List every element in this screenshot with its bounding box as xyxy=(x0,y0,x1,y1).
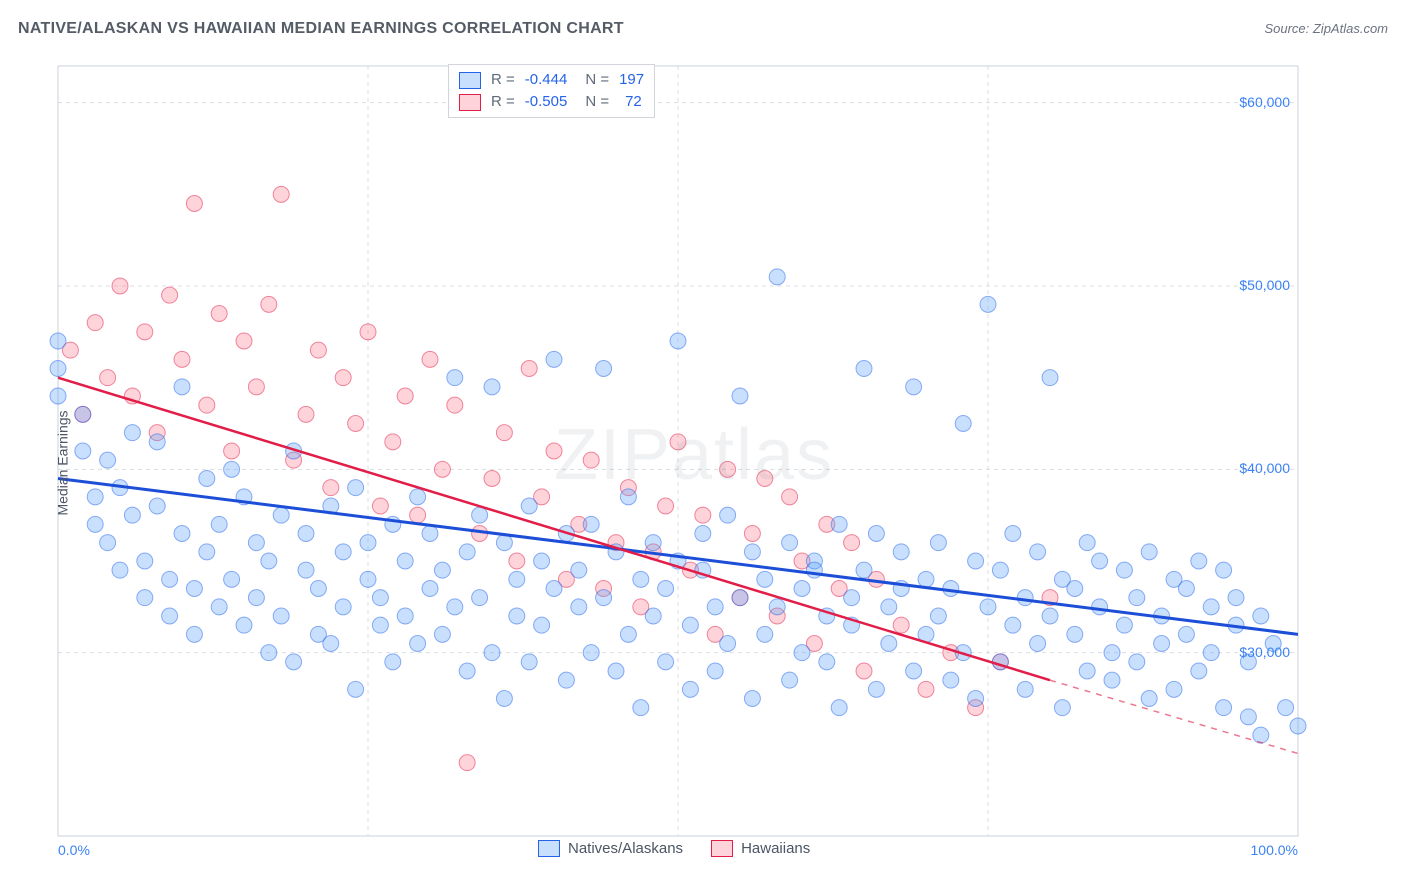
n-label: N = xyxy=(585,69,609,91)
source-credit: Source: ZipAtlas.com xyxy=(1264,21,1388,36)
y-tick-label: $60,000 xyxy=(1239,94,1290,110)
y-tick-label: $30,000 xyxy=(1239,644,1290,660)
swatch-hawaiians-icon xyxy=(459,94,481,111)
r-label: R = xyxy=(491,91,515,113)
r-value-hawaiians: -0.505 xyxy=(525,91,568,113)
chart-title: NATIVE/ALASKAN VS HAWAIIAN MEDIAN EARNIN… xyxy=(18,20,624,38)
r-value-natives: -0.444 xyxy=(525,69,568,91)
n-label: N = xyxy=(585,91,609,113)
legend-row-natives: R = -0.444 N = 197 xyxy=(459,69,644,91)
correlation-legend: R = -0.444 N = 197 R = -0.505 N = 72 xyxy=(448,64,655,118)
swatch-natives-icon xyxy=(459,72,481,89)
legend-item-natives: Natives/Alaskans xyxy=(538,840,683,857)
legend-row-hawaiians: R = -0.505 N = 72 xyxy=(459,91,644,113)
y-tick-label: $40,000 xyxy=(1239,460,1290,476)
series-label-hawaiians: Hawaiians xyxy=(741,840,810,857)
r-label: R = xyxy=(491,69,515,91)
series-legend: Natives/Alaskans Hawaiians xyxy=(538,840,810,857)
legend-item-hawaiians: Hawaiians xyxy=(711,840,810,857)
n-value-natives: 197 xyxy=(619,69,644,91)
chart-container: Median Earnings ZIPatlas R = -0.444 N = … xyxy=(18,56,1388,870)
y-axis-label: Median Earnings xyxy=(55,410,71,515)
swatch-hawaiians-icon xyxy=(711,840,733,857)
n-value-hawaiians: 72 xyxy=(625,91,642,113)
x-tick-label: 100.0% xyxy=(1251,842,1298,858)
swatch-natives-icon xyxy=(538,840,560,857)
x-tick-label: 0.0% xyxy=(58,842,90,858)
scatter-plot xyxy=(18,56,1388,870)
series-label-natives: Natives/Alaskans xyxy=(568,840,683,857)
y-tick-label: $50,000 xyxy=(1239,277,1290,293)
